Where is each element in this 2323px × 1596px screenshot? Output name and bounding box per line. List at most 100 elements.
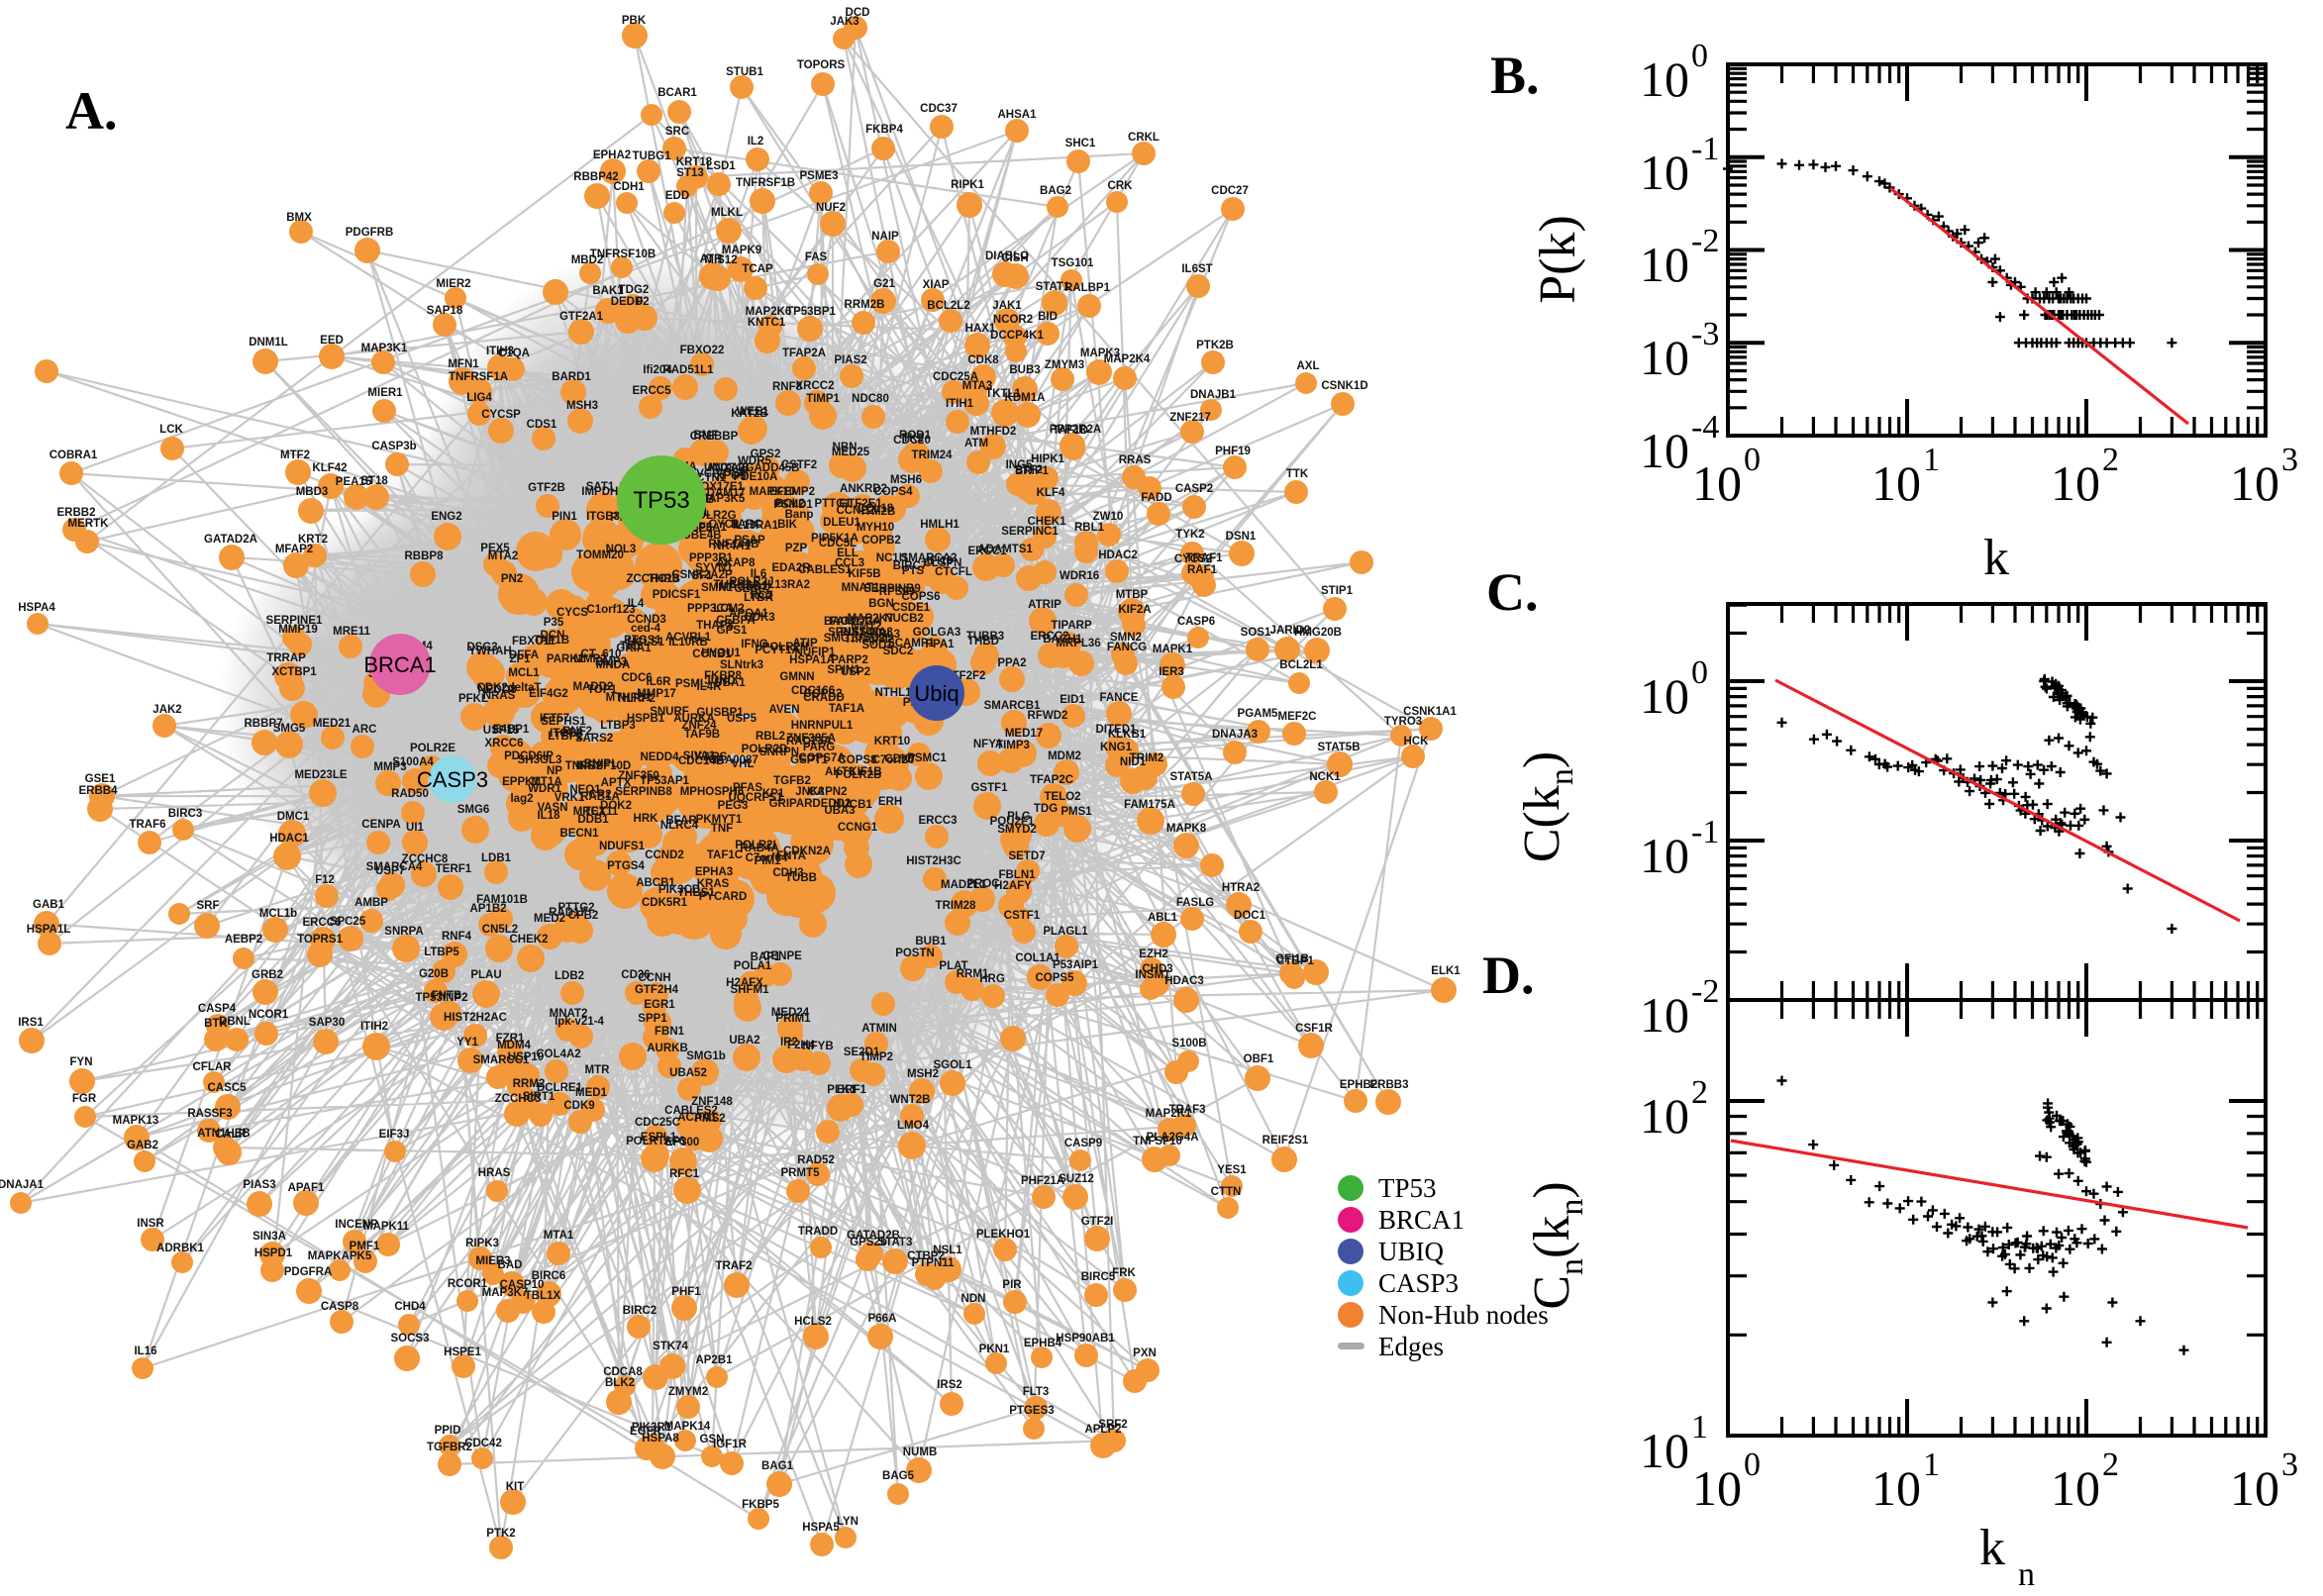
svg-text:GATAD2B: GATAD2B	[847, 1230, 900, 1242]
svg-text:YES1: YES1	[1217, 1164, 1247, 1176]
svg-text:WEE1: WEE1	[737, 406, 769, 418]
svg-text:PLK1: PLK1	[827, 1084, 857, 1096]
svg-text:BLK2: BLK2	[605, 1377, 635, 1389]
svg-text:UBE4B: UBE4B	[683, 530, 722, 542]
svg-text:MMP3: MMP3	[373, 761, 406, 773]
svg-text:IL6ST: IL6ST	[1181, 263, 1212, 275]
svg-text:MCL1b: MCL1b	[259, 908, 297, 920]
svg-text:SLNtrk3: SLNtrk3	[720, 659, 763, 671]
svg-text:IL6: IL6	[751, 568, 767, 580]
svg-text:ENG2: ENG2	[431, 511, 461, 523]
svg-text:PTTG1: PTTG1	[814, 498, 852, 510]
svg-text:Tnfaip8l2: Tnfaip8l2	[845, 634, 894, 646]
svg-text:MIER1: MIER1	[367, 387, 403, 399]
svg-text:SMARCC1: SMARCC1	[473, 1054, 530, 1066]
svg-text:ZW10: ZW10	[1093, 511, 1124, 523]
svg-text:TDG2: TDG2	[619, 284, 650, 296]
svg-text:3: 3	[2281, 442, 2298, 478]
svg-text:TTK: TTK	[1286, 468, 1309, 480]
svg-text:GOLGA3: GOLGA3	[913, 627, 961, 639]
svg-text:APTX: APTX	[601, 777, 632, 789]
svg-text:STK74: STK74	[653, 1341, 688, 1352]
svg-text:ABCB1: ABCB1	[636, 877, 675, 889]
svg-text:F12: F12	[315, 874, 335, 886]
svg-text:2: 2	[2102, 1446, 2119, 1483]
svg-text:BECN1: BECN1	[560, 828, 600, 840]
svg-text:NUF2: NUF2	[816, 202, 846, 214]
svg-text:KRT18: KRT18	[676, 156, 713, 168]
svg-text:ITIH1: ITIH1	[946, 398, 974, 410]
svg-text:CN5L2: CN5L2	[482, 924, 518, 936]
svg-text:SE2D1: SE2D1	[844, 1047, 880, 1058]
svg-text:ADAM17: ADAM17	[698, 487, 745, 499]
svg-text:AMBP: AMBP	[354, 897, 388, 909]
svg-text:NEDD8: NEDD8	[478, 684, 518, 696]
svg-text:SHC1: SHC1	[1065, 138, 1096, 150]
svg-text:INSM1: INSM1	[1135, 969, 1170, 981]
svg-text:10: 10	[1640, 668, 1689, 724]
svg-text:CASP2: CASP2	[1175, 483, 1213, 495]
svg-text:PGAM5: PGAM5	[1238, 708, 1279, 720]
svg-text:SOS1: SOS1	[1241, 627, 1271, 639]
svg-text:USP7: USP7	[375, 865, 405, 877]
svg-text:IL6R: IL6R	[647, 676, 672, 688]
svg-text:IL13RA1: IL13RA1	[733, 520, 779, 532]
svg-text:PMS1: PMS1	[1060, 806, 1092, 818]
svg-text:ATR: ATR	[700, 253, 723, 265]
svg-text:VHL: VHL	[732, 758, 755, 770]
svg-text:GSPT1: GSPT1	[790, 754, 828, 766]
svg-text:PSAP: PSAP	[734, 535, 765, 547]
svg-text:PXN: PXN	[1133, 1347, 1157, 1359]
svg-text:FNTA: FNTA	[776, 850, 806, 862]
svg-text:EP300: EP300	[665, 1137, 700, 1148]
svg-text:CDH1: CDH1	[613, 181, 645, 193]
svg-text:MRE11: MRE11	[333, 626, 370, 638]
svg-text:CDK8: CDK8	[967, 354, 999, 366]
svg-text:BCL2: BCL2	[775, 498, 805, 510]
svg-text:HCLS1: HCLS1	[627, 637, 664, 648]
svg-text:MT1A: MT1A	[531, 776, 561, 788]
svg-text:C7orf20: C7orf20	[872, 754, 915, 766]
svg-text:GATAD2A: GATAD2A	[204, 534, 257, 546]
svg-text:CR2: CR2	[588, 789, 611, 801]
svg-text:EZH2: EZH2	[1139, 948, 1167, 960]
svg-text:POLR2I: POLR2I	[735, 840, 776, 851]
svg-text:TUBG1: TUBG1	[633, 150, 672, 162]
svg-text:TUBB: TUBB	[785, 872, 817, 884]
svg-text:RRM2B: RRM2B	[845, 299, 885, 311]
svg-text:BAG3: BAG3	[824, 616, 856, 628]
svg-text:0: 0	[1744, 1446, 1761, 1483]
svg-text:C7orf64: C7orf64	[746, 852, 788, 864]
svg-text:MYH10: MYH10	[857, 522, 894, 534]
svg-text:CDKN2A: CDKN2A	[783, 846, 831, 857]
svg-text:EPHA3: EPHA3	[695, 866, 733, 878]
svg-text:MAPK11: MAPK11	[363, 1221, 410, 1233]
svg-text:FADD: FADD	[1141, 492, 1171, 504]
svg-text:ST18: ST18	[360, 475, 388, 487]
svg-text:EIF4G2: EIF4G2	[529, 688, 568, 700]
svg-text:SMYD2: SMYD2	[997, 824, 1037, 836]
svg-text:HRAS: HRAS	[478, 1167, 511, 1179]
svg-text:SNRPA: SNRPA	[384, 926, 423, 938]
svg-text:CDC6: CDC6	[621, 672, 652, 684]
svg-text:KIF1B: KIF1B	[849, 766, 881, 778]
svg-text:NAIP: NAIP	[871, 231, 899, 243]
svg-text:10: 10	[1871, 1460, 1921, 1516]
svg-text:TAF1B: TAF1B	[534, 635, 569, 647]
svg-text:POLR2E: POLR2E	[410, 743, 455, 754]
svg-text:TIMP2: TIMP2	[859, 1051, 893, 1063]
svg-text:RNF8: RNF8	[772, 381, 803, 393]
svg-text:HIST2H3C: HIST2H3C	[906, 855, 961, 867]
svg-text:MED23LE: MED23LE	[294, 769, 347, 781]
svg-text:EIF3J: EIF3J	[379, 1129, 410, 1141]
svg-text:TK2: TK2	[902, 433, 924, 445]
svg-text:SIRT1: SIRT1	[523, 1091, 556, 1103]
svg-text:TRAF6: TRAF6	[129, 819, 165, 831]
svg-text:PIK3CD: PIK3CD	[658, 884, 700, 896]
svg-text:MAP2K6: MAP2K6	[746, 306, 792, 318]
svg-text:HRG: HRG	[979, 973, 1005, 985]
svg-text:RNF144B: RNF144B	[708, 539, 758, 550]
svg-text:COL1A1: COL1A1	[1015, 952, 1060, 964]
svg-text:HDAC3: HDAC3	[1164, 975, 1204, 987]
svg-text:ING5: ING5	[1006, 459, 1033, 471]
